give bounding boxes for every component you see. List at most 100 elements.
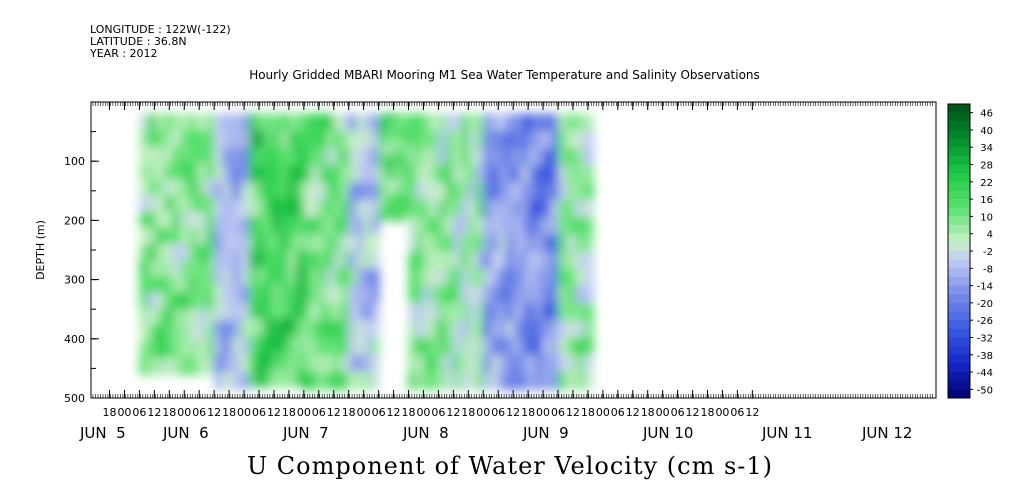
heatmap-cell	[326, 217, 335, 236]
colorbar-swatch	[948, 354, 970, 364]
heatmap-cell	[147, 211, 157, 229]
heatmap-cell	[416, 268, 425, 287]
heatmap-cell	[566, 148, 577, 167]
heatmap-cell	[296, 113, 305, 132]
heatmap-cell	[513, 337, 522, 356]
heatmap-cell	[513, 182, 522, 201]
x-hour-label: 12	[446, 406, 460, 419]
heatmap-cell	[408, 268, 417, 287]
heatmap-cell	[528, 148, 537, 167]
heatmap-cell	[490, 354, 500, 373]
x-hour-label: 12	[626, 406, 640, 419]
heatmap-cell	[214, 234, 224, 253]
heatmap-cell	[490, 320, 500, 339]
heatmap-cell	[513, 165, 522, 184]
heatmap-cell	[164, 130, 174, 148]
heatmap-cell	[558, 285, 568, 305]
heatmap-cell	[468, 199, 477, 219]
heatmap-cell	[318, 199, 328, 219]
heatmap-cell	[575, 199, 586, 219]
heatmap-cell	[280, 198, 290, 217]
colorbar-swatch	[948, 112, 970, 122]
heatmap-cell	[513, 217, 522, 236]
heatmap-cell	[249, 267, 258, 285]
heatmap-cell	[498, 371, 507, 391]
heatmap-cell	[288, 284, 297, 302]
x-hour-label: 12	[147, 406, 161, 419]
heatmap-cell	[475, 320, 485, 339]
heatmap-cell	[505, 303, 515, 322]
heatmap-cell	[240, 165, 250, 184]
heatmap-cell	[550, 182, 559, 201]
heatmap-cell	[505, 337, 515, 356]
heatmap-cell	[214, 113, 224, 132]
x-axis-title: U Component of Water Velocity (cm s-1)	[246, 452, 774, 480]
heatmap-cell	[180, 113, 191, 132]
heatmap-cell	[566, 354, 577, 373]
heatmap-cell	[280, 267, 290, 285]
heatmap-cell	[498, 337, 507, 356]
x-day-label: JUN 6	[162, 424, 209, 442]
heatmap-cell	[453, 131, 462, 150]
heatmap-cell	[222, 165, 233, 184]
heatmap-cell	[558, 371, 568, 391]
heatmap-cell	[363, 354, 373, 373]
heatmap-cell	[513, 285, 522, 305]
heatmap-cell	[438, 131, 447, 150]
heatmap-cell	[249, 147, 258, 166]
heatmap-cell	[333, 337, 343, 356]
heatmap-cell	[460, 337, 470, 356]
heatmap-cell	[139, 292, 149, 311]
heatmap-cell	[584, 234, 594, 253]
heatmap-cell	[296, 147, 305, 166]
heatmap-cell	[558, 199, 568, 219]
x-hour-label: 18	[461, 406, 475, 419]
heatmap-cell	[401, 180, 410, 189]
heatmap-cell	[288, 318, 297, 337]
heatmap-cell	[378, 180, 388, 189]
heatmap-cell	[139, 244, 149, 262]
heatmap-cell	[438, 165, 447, 184]
heatmap-cell	[460, 182, 470, 201]
heatmap-cell	[348, 199, 358, 219]
heatmap-cell	[520, 234, 530, 253]
latitude-label: LATITUDE : 36.8N	[90, 35, 187, 48]
heatmap-cell	[438, 199, 447, 219]
heatmap-cell	[505, 131, 515, 150]
heatmap-cell	[378, 147, 388, 155]
heatmap-cell	[356, 337, 365, 356]
heatmap-cell	[172, 358, 182, 376]
heatmap-cell	[475, 182, 485, 201]
heatmap-cell	[272, 216, 282, 234]
heatmap-cell	[520, 354, 530, 373]
heatmap-cell	[318, 113, 328, 132]
heatmap-cell	[401, 167, 410, 175]
heatmap-cell	[356, 251, 365, 270]
colorbar-label: -26	[977, 316, 993, 327]
heatmap-cell	[423, 303, 432, 322]
x-hour-label: 06	[431, 406, 445, 419]
heatmap-cell	[453, 148, 462, 167]
heatmap-cell	[371, 285, 380, 305]
heatmap-cell	[189, 130, 199, 148]
heatmap-cell	[172, 130, 182, 148]
heatmap-cell	[378, 160, 388, 169]
heatmap-cell	[423, 251, 432, 270]
heatmap-cell	[393, 207, 403, 215]
heatmap-cell	[240, 131, 250, 150]
heatmap-cell	[535, 285, 545, 305]
heatmap-cell	[264, 113, 274, 132]
heatmap-cell	[156, 162, 166, 180]
colorbar-swatch	[948, 285, 970, 295]
heatmap-cell	[416, 217, 425, 236]
heatmap-cell	[453, 251, 462, 270]
heatmap-cell	[296, 250, 305, 268]
heatmap-cell	[416, 285, 425, 305]
heatmap-cell	[280, 233, 290, 251]
heatmap-cell	[172, 113, 182, 132]
heatmap-cell	[147, 130, 157, 148]
heatmap-cell	[393, 187, 403, 195]
heatmap-cell	[272, 198, 282, 217]
heatmap-cell	[363, 320, 373, 339]
heatmap-cell	[584, 354, 594, 373]
